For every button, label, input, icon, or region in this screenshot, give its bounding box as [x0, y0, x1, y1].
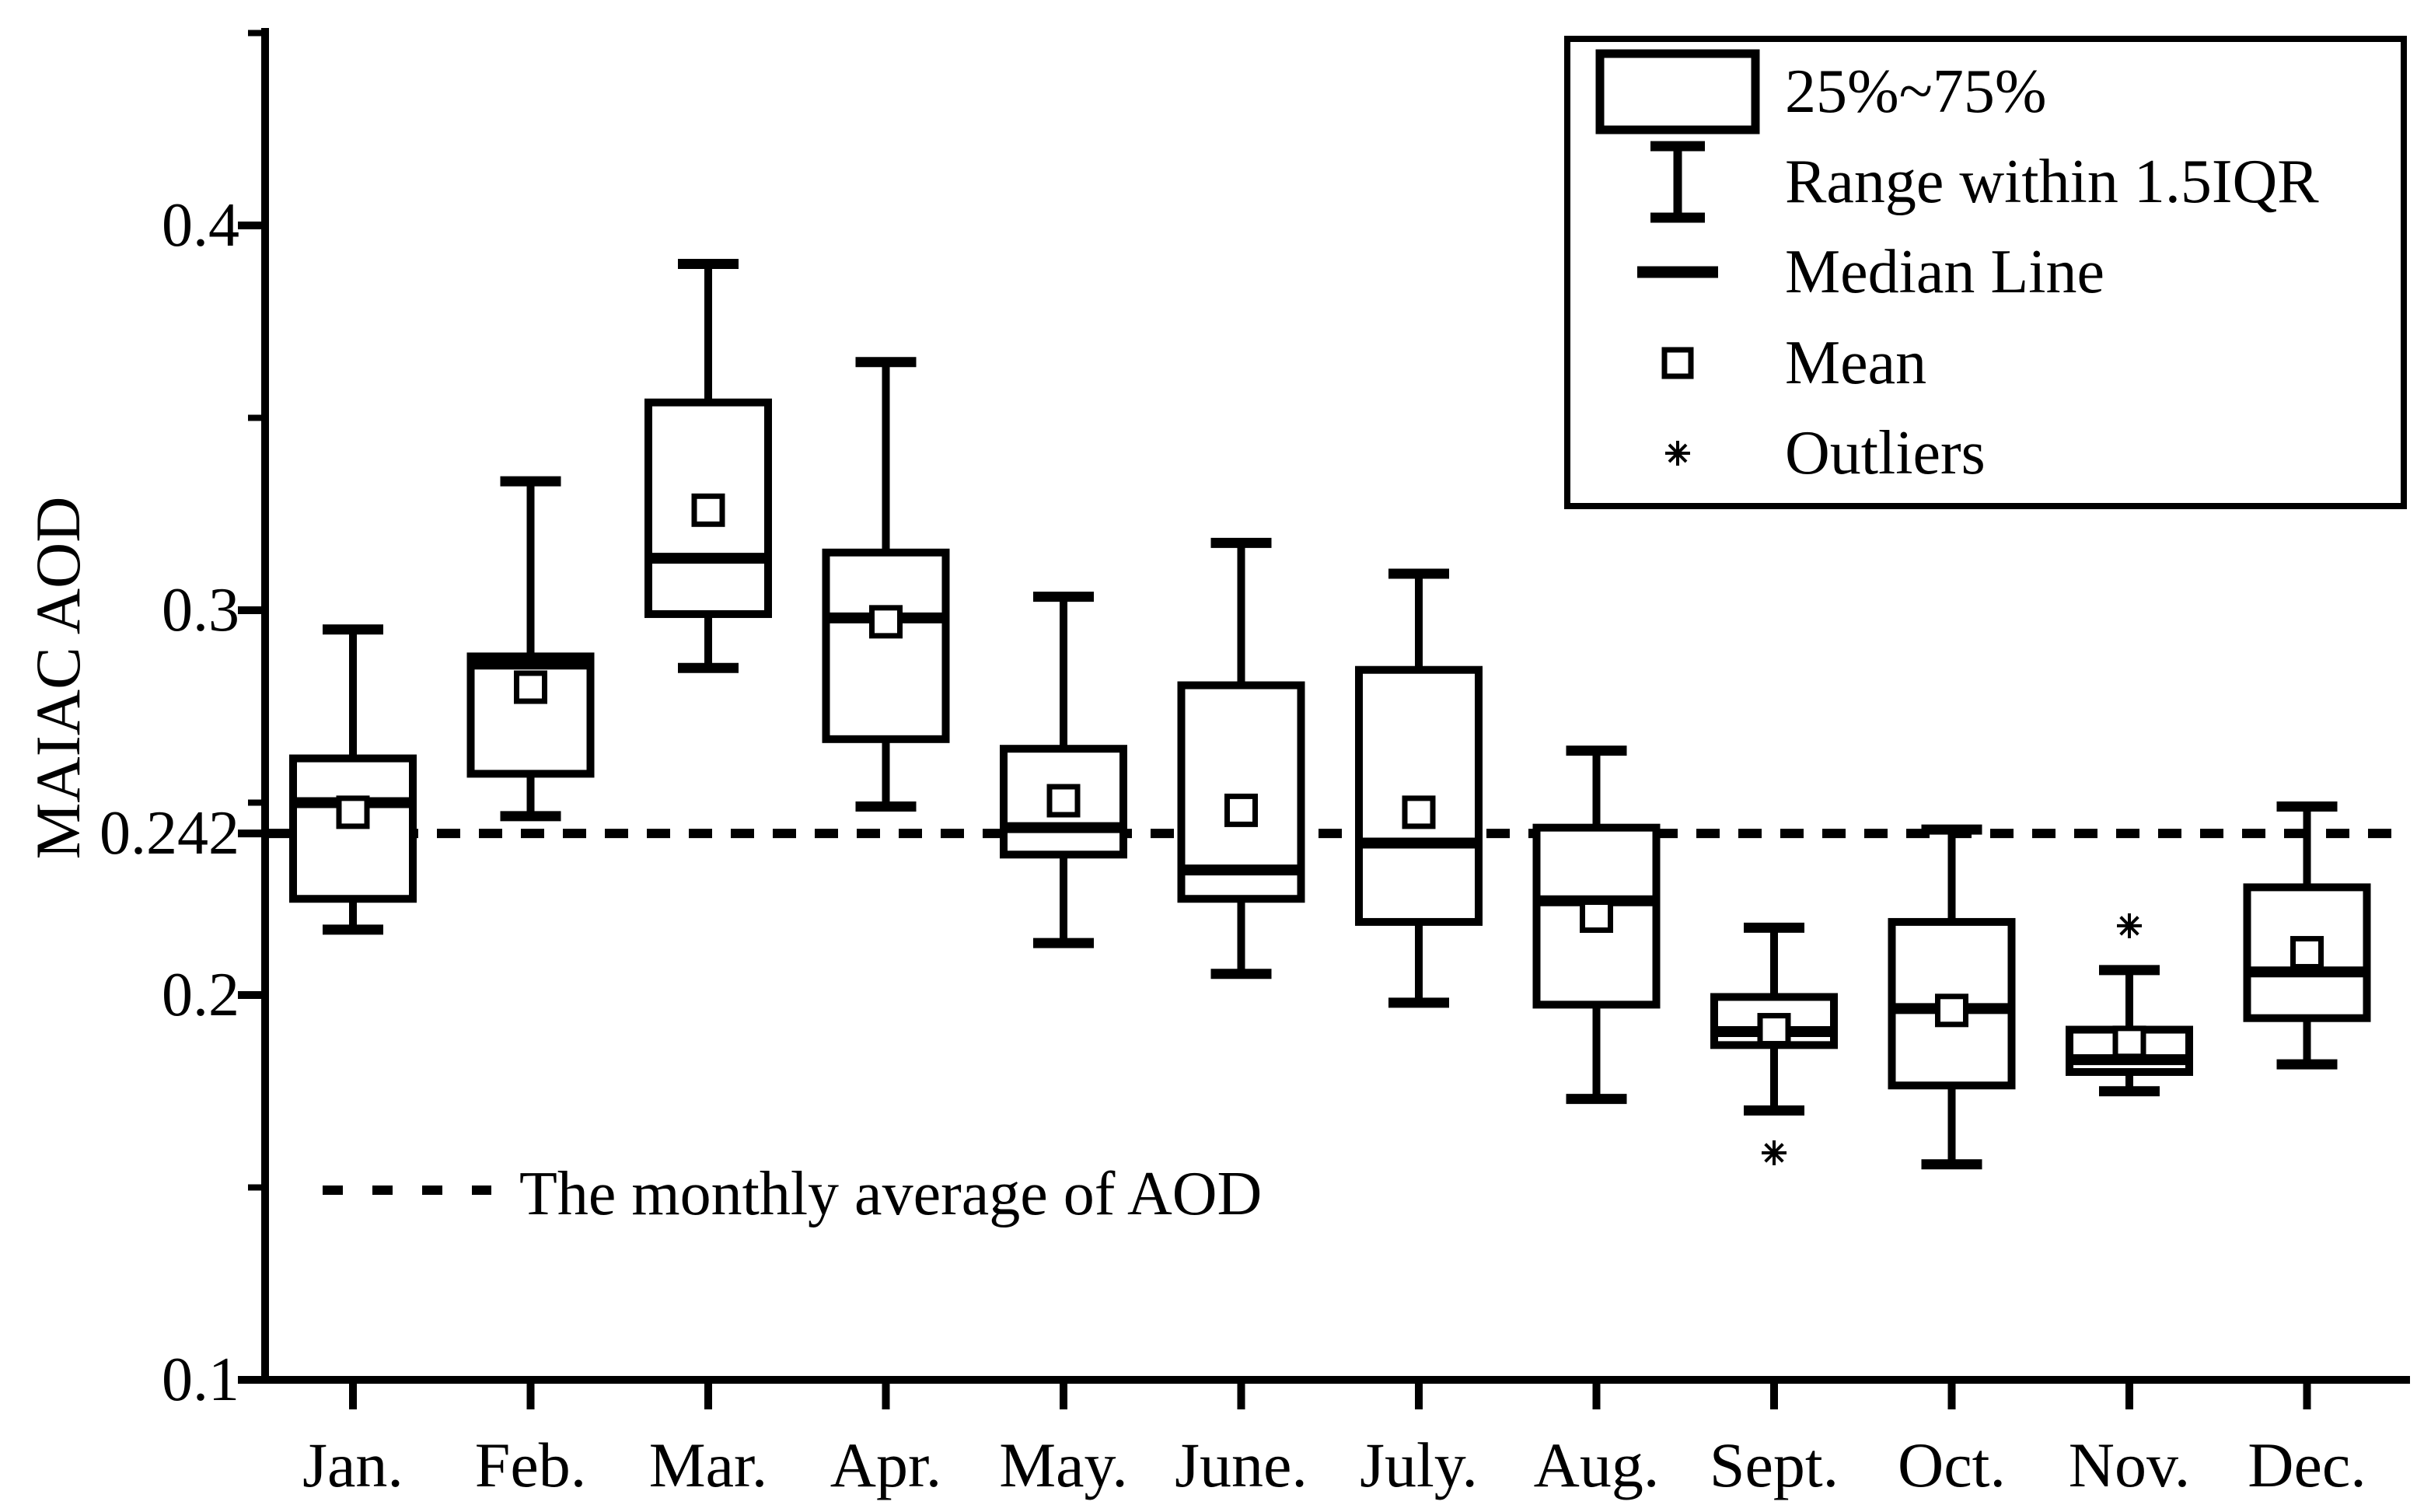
mean-marker	[1402, 795, 1436, 829]
mean-marker	[2290, 936, 2324, 970]
x-tick-label-july: July.	[1360, 1430, 1478, 1500]
box-plot-Mar	[644, 259, 772, 673]
mean-marker	[2112, 1025, 2146, 1060]
x-tick-label-nov: Nov.	[2068, 1430, 2191, 1500]
box-plot-Jan	[289, 624, 417, 935]
x-tick-label-apr: Apr.	[830, 1430, 942, 1500]
outlier-marker	[2117, 913, 2142, 938]
y-tick-label-0-242: 0.242	[100, 799, 239, 868]
outlier-symbol	[1570, 410, 1785, 497]
iqr-box	[822, 548, 950, 743]
legend-row-outliers: Outliers	[1570, 409, 2401, 498]
whisker-symbol	[1570, 138, 1785, 225]
box-symbol	[1570, 48, 1785, 135]
box-plot-Sept	[1710, 922, 1838, 1116]
mean-marker	[1757, 1013, 1791, 1047]
box-plot-Oct	[1888, 824, 2016, 1170]
y-tick-label-0-1: 0.1	[162, 1346, 239, 1414]
legend-label: Mean	[1785, 328, 1927, 397]
mean-marker	[514, 670, 547, 704]
mean-marker	[1580, 899, 1613, 934]
mean-marker	[1046, 784, 1081, 818]
mean-symbol	[1570, 320, 1785, 407]
mean-marker	[869, 605, 903, 639]
box-plot-July	[1355, 568, 1483, 1008]
x-tick-label-sept: Sept.	[1709, 1430, 1839, 1500]
y-tick-label-0-3: 0.3	[162, 576, 239, 644]
iqr-box	[1177, 681, 1305, 903]
box-plot-Apr	[822, 357, 950, 812]
legend-row-range: Range within 1.5IQR	[1570, 138, 2401, 226]
box-plot-Dec	[2243, 801, 2371, 1070]
x-tick-label-feb: Feb.	[474, 1430, 587, 1500]
legend-label: Median Line	[1785, 238, 2104, 307]
mean-marker	[336, 795, 370, 829]
box-plot-June	[1177, 537, 1305, 979]
legend-label: Outliers	[1785, 418, 1986, 487]
box-plot-Nov	[2066, 965, 2193, 1097]
legend-row-mean: Mean	[1570, 319, 2401, 407]
legend-label: Range within 1.5IQR	[1785, 148, 2319, 217]
box-plot-May	[1000, 592, 1127, 948]
mean-marker	[691, 493, 725, 527]
legend: 25%~75% Range within 1.5IQR Median Line …	[1564, 36, 2407, 509]
x-tick-label-mar: Mar.	[648, 1430, 768, 1500]
legend-row-median: Median Line	[1570, 228, 2401, 316]
x-tick-label-jan: Jan.	[302, 1430, 403, 1500]
outlier-marker	[1762, 1140, 1787, 1165]
y-tick-label-0-4: 0.4	[162, 191, 239, 260]
reference-line-label: The monthly average of AOD	[519, 1160, 1263, 1228]
x-tick-label-may: May.	[999, 1430, 1128, 1500]
median-line-symbol	[1570, 229, 1785, 316]
x-tick-label-aug: Aug.	[1533, 1430, 1660, 1500]
box-plot-Aug	[1532, 746, 1661, 1105]
box-plot-Feb	[466, 476, 595, 822]
legend-label: 25%~75%	[1785, 58, 2047, 127]
legend-row-iqr-box: 25%~75%	[1570, 47, 2401, 136]
mean-marker	[1935, 993, 1968, 1028]
x-tick-label-dec: Dec.	[2248, 1430, 2366, 1500]
x-tick-label-oct: Oct.	[1898, 1430, 2006, 1500]
mean-marker	[1224, 793, 1258, 827]
x-tick-label-june: June.	[1175, 1430, 1308, 1500]
y-tick-label-0-2: 0.2	[162, 961, 239, 1029]
